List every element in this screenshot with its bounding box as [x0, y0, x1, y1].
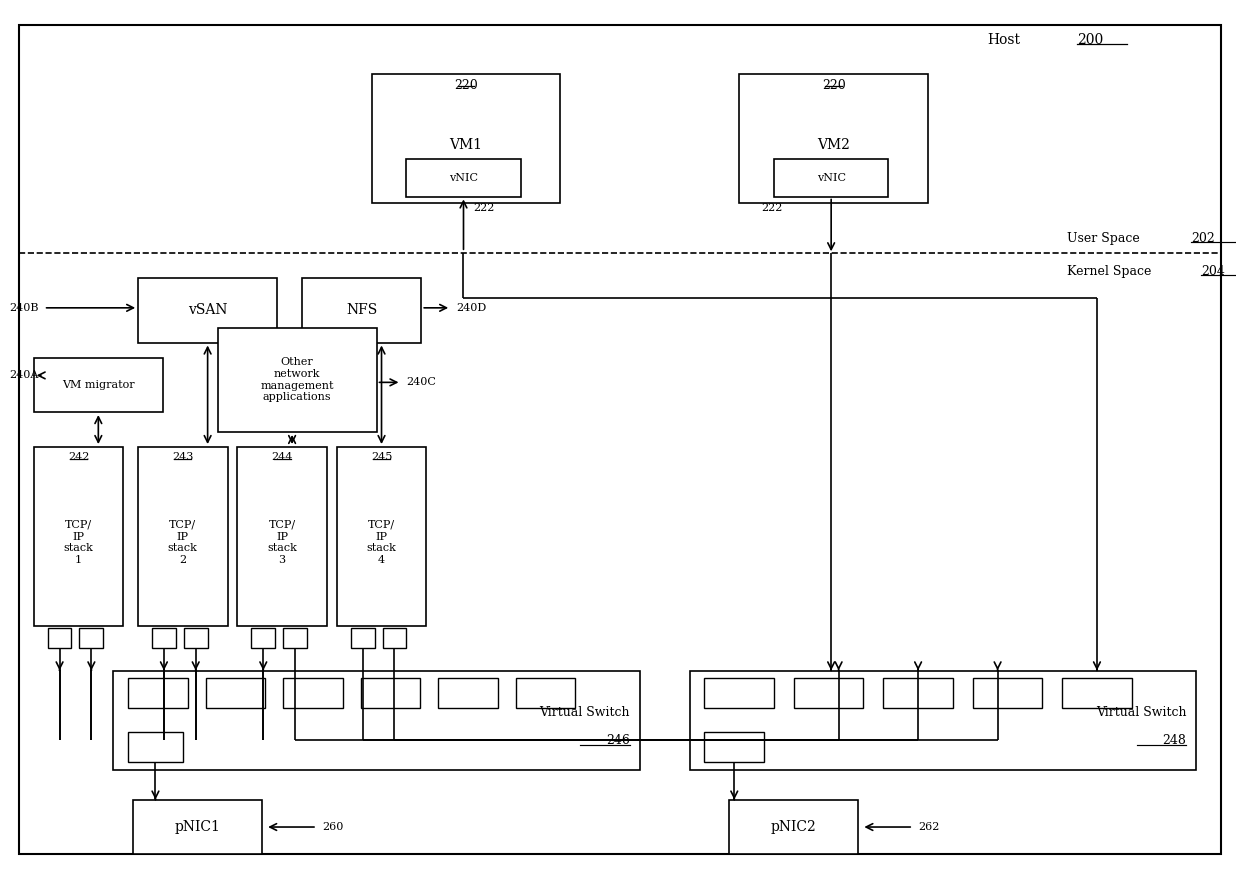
FancyBboxPatch shape [252, 628, 275, 648]
FancyBboxPatch shape [184, 628, 207, 648]
Text: 204: 204 [1202, 265, 1225, 277]
Text: 248: 248 [1163, 733, 1187, 746]
FancyBboxPatch shape [128, 679, 187, 709]
FancyBboxPatch shape [729, 800, 858, 854]
FancyBboxPatch shape [138, 278, 278, 343]
FancyBboxPatch shape [382, 628, 407, 648]
FancyBboxPatch shape [237, 447, 327, 626]
FancyBboxPatch shape [217, 328, 377, 432]
FancyBboxPatch shape [438, 679, 497, 709]
Text: 262: 262 [918, 822, 940, 832]
Text: 246: 246 [606, 733, 630, 746]
Text: VM1: VM1 [449, 138, 482, 152]
FancyBboxPatch shape [33, 358, 162, 412]
FancyBboxPatch shape [128, 732, 182, 762]
Text: 260: 260 [322, 822, 343, 832]
FancyBboxPatch shape [361, 679, 420, 709]
FancyBboxPatch shape [79, 628, 103, 648]
Text: 240B: 240B [9, 303, 38, 313]
Text: TCP/
IP
stack
3: TCP/ IP stack 3 [267, 520, 298, 565]
Text: TCP/
IP
stack
1: TCP/ IP stack 1 [63, 520, 93, 565]
FancyBboxPatch shape [372, 75, 560, 203]
Text: VM migrator: VM migrator [62, 380, 135, 390]
FancyBboxPatch shape [704, 732, 764, 762]
FancyBboxPatch shape [774, 159, 888, 196]
FancyBboxPatch shape [516, 679, 575, 709]
Text: NFS: NFS [346, 303, 377, 317]
Text: 202: 202 [1192, 232, 1215, 245]
Text: User Space: User Space [1068, 232, 1140, 245]
FancyBboxPatch shape [283, 679, 342, 709]
FancyBboxPatch shape [689, 671, 1197, 770]
Text: 240A: 240A [10, 370, 38, 381]
FancyBboxPatch shape [206, 679, 265, 709]
FancyBboxPatch shape [283, 628, 308, 648]
FancyBboxPatch shape [303, 278, 422, 343]
FancyBboxPatch shape [704, 679, 774, 709]
Text: 244: 244 [272, 452, 293, 462]
Text: VM2: VM2 [817, 138, 851, 152]
FancyBboxPatch shape [138, 447, 227, 626]
Text: Other
network
management
applications: Other network management applications [260, 358, 334, 403]
FancyBboxPatch shape [794, 679, 863, 709]
Text: vNIC: vNIC [449, 173, 477, 182]
Text: Host: Host [987, 32, 1021, 46]
FancyBboxPatch shape [883, 679, 952, 709]
Text: 245: 245 [371, 452, 392, 462]
Text: 222: 222 [474, 203, 495, 213]
Text: pNIC2: pNIC2 [771, 820, 817, 834]
FancyBboxPatch shape [407, 159, 521, 196]
Text: Virtual Switch: Virtual Switch [539, 706, 630, 719]
FancyBboxPatch shape [47, 628, 72, 648]
Text: TCP/
IP
stack
2: TCP/ IP stack 2 [167, 520, 197, 565]
Text: 200: 200 [1078, 32, 1104, 46]
FancyBboxPatch shape [1063, 679, 1132, 709]
Text: Virtual Switch: Virtual Switch [1096, 706, 1187, 719]
FancyBboxPatch shape [113, 671, 640, 770]
Text: 243: 243 [172, 452, 193, 462]
FancyBboxPatch shape [153, 628, 176, 648]
Text: 242: 242 [68, 452, 89, 462]
FancyBboxPatch shape [337, 447, 427, 626]
FancyBboxPatch shape [351, 628, 374, 648]
FancyBboxPatch shape [739, 75, 928, 203]
Text: 240C: 240C [407, 377, 436, 388]
Text: 220: 220 [454, 79, 477, 92]
Text: 220: 220 [822, 79, 846, 92]
Text: 240D: 240D [456, 303, 486, 313]
FancyBboxPatch shape [19, 25, 1221, 854]
Text: Kernel Space: Kernel Space [1068, 265, 1152, 277]
Text: vNIC: vNIC [817, 173, 846, 182]
Text: TCP/
IP
stack
4: TCP/ IP stack 4 [367, 520, 397, 565]
Text: 222: 222 [761, 203, 782, 213]
Text: pNIC1: pNIC1 [175, 820, 221, 834]
FancyBboxPatch shape [972, 679, 1043, 709]
FancyBboxPatch shape [133, 800, 263, 854]
FancyBboxPatch shape [33, 447, 123, 626]
Text: vSAN: vSAN [188, 303, 227, 317]
